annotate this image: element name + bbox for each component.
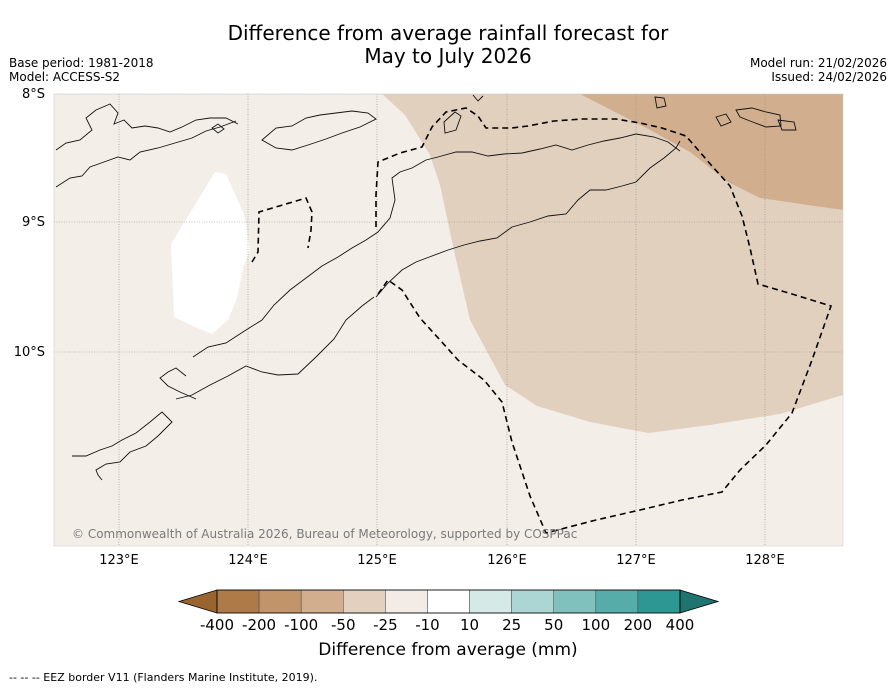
eez-border	[375, 107, 833, 534]
wetter-region	[171, 172, 250, 334]
model-run-date: Model run: 21/02/2026	[749, 56, 887, 70]
colorbar-segment	[469, 589, 512, 614]
colorbar-tick-label: -50	[331, 616, 356, 634]
colorbar-tick-label: 100	[581, 616, 611, 634]
colorbar-tick-label: -25	[373, 616, 398, 634]
colorbar-segment	[637, 589, 681, 614]
meta-right: Model run: 21/02/2026 Issued: 24/02/2026	[750, 56, 887, 84]
colorbar-tick-label: -100	[284, 616, 319, 634]
colorbar-segment	[343, 589, 386, 614]
latitude-label: 10°S	[13, 345, 45, 360]
map-frame	[53, 93, 844, 547]
colorbar-extend-low	[177, 589, 218, 614]
chart-title-line1: Difference from average rainfall forecas…	[227, 21, 669, 45]
longitude-label: 123°E	[99, 553, 139, 568]
latitude-label: 9°S	[21, 215, 45, 230]
colorbar-tick-label: 200	[623, 616, 653, 634]
meta-left: Base period: 1981-2018 Model: ACCESS-S2	[9, 56, 154, 84]
colorbar-tick-label: -200	[242, 616, 277, 634]
colorbar-tick-label: 50	[544, 616, 564, 634]
colorbar-segment	[553, 589, 597, 614]
colorbar-segment	[216, 589, 260, 614]
colorbar-tick-label: 25	[502, 616, 522, 634]
colorbar-extend-high	[679, 589, 720, 614]
base-period: Base period: 1981-2018	[9, 56, 154, 70]
gridlines	[54, 94, 843, 546]
colorbar-segment	[385, 589, 428, 614]
colorbar-tick-label: -400	[199, 616, 235, 634]
footer-note: -- -- -- EEZ border V11 (Flanders Marine…	[9, 671, 318, 684]
longitude-label: 128°E	[745, 553, 785, 568]
colorbar-frame	[216, 589, 681, 614]
longitude-label: 125°E	[357, 553, 397, 568]
coastlines	[55, 94, 797, 481]
colorbar-segment	[595, 589, 639, 614]
colorbar-tick-label: 10	[459, 616, 480, 634]
colorbar-tick-label: -10	[415, 616, 440, 634]
issued-date: Issued: 24/02/2026	[771, 70, 887, 84]
chart-title-line2: May to July 2026	[364, 44, 532, 68]
colorbar-segment	[427, 589, 470, 614]
model-name: Model: ACCESS-S2	[9, 70, 121, 84]
copyright-notice: © Commonwealth of Australia 2026, Bureau…	[72, 527, 578, 541]
colorbar-tick-label: 400	[665, 616, 695, 634]
colorbar-segment	[511, 589, 554, 614]
colorbar-title: Difference from average (mm)	[318, 640, 578, 660]
colorbar-segment	[258, 589, 302, 614]
eez-border-small	[251, 197, 313, 263]
longitude-label: 124°E	[228, 553, 268, 568]
longitude-label: 127°E	[616, 553, 656, 568]
much-drier-region	[580, 94, 843, 210]
latitude-label: 8°S	[21, 87, 45, 102]
longitude-label: 126°E	[487, 553, 527, 568]
colorbar-segment	[300, 589, 344, 614]
colorbar	[177, 589, 720, 614]
